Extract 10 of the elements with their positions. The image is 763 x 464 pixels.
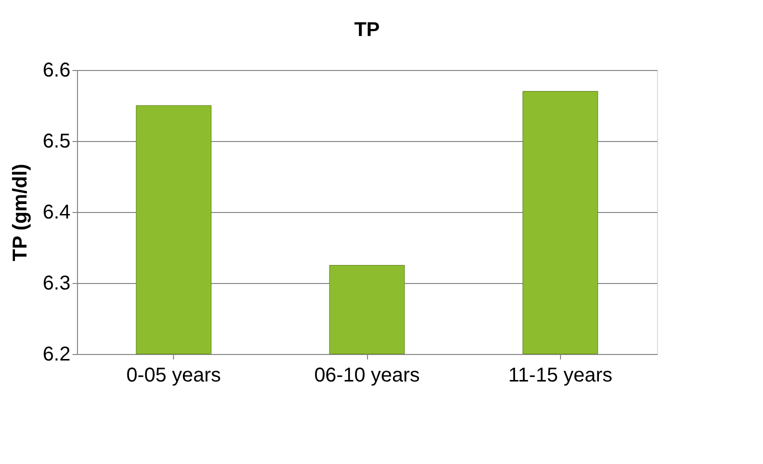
x-tick-label: 06-10 years xyxy=(314,364,420,386)
y-tick-label: 6.5 xyxy=(42,130,70,152)
y-axis-title: TP (gm/dl) xyxy=(10,164,32,262)
y-tick-label: 6.3 xyxy=(42,272,70,294)
chart-title: TP xyxy=(354,19,380,41)
y-tick-label: 6.2 xyxy=(42,344,70,366)
y-tick-label: 6.6 xyxy=(42,60,70,82)
x-tick-label: 0-05 years xyxy=(126,364,221,386)
y-tick-label: 6.4 xyxy=(42,202,70,224)
x-tick-label: 11-15 years xyxy=(508,364,612,386)
